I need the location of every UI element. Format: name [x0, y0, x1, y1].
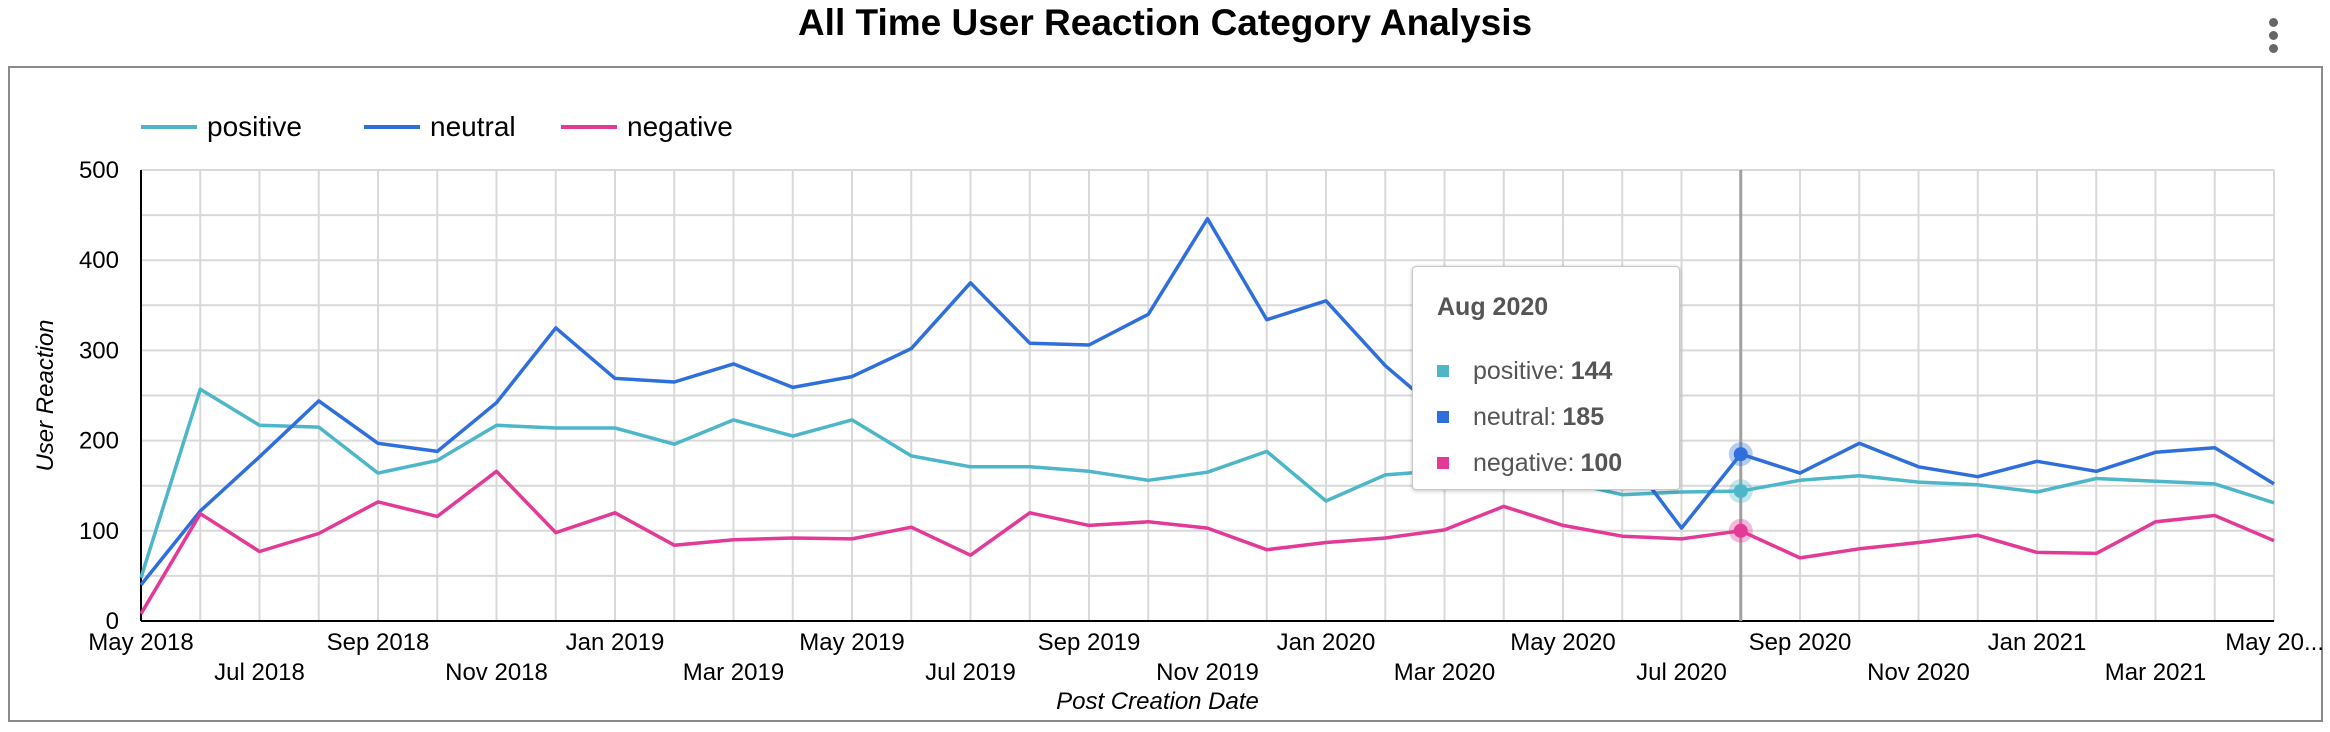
hover-point-neutral — [1733, 447, 1748, 462]
x-tick-label: May 2019 — [799, 629, 904, 656]
hover-point-positive — [1733, 484, 1748, 499]
x-tick-label: May 2020 — [1510, 629, 1615, 656]
series-line-neutral — [139, 216, 2275, 586]
x-tick-label: Jan 2020 — [1277, 629, 1376, 656]
tooltip-label: neutral: — [1473, 402, 1557, 431]
tooltip-value: 100 — [1580, 448, 1623, 477]
y-tick-label: 400 — [79, 247, 119, 274]
chart-title: All Time User Reaction Category Analysis — [797, 2, 1533, 43]
hover-point-negative — [1733, 523, 1748, 538]
x-tick-label: Mar 2021 — [2105, 659, 2206, 686]
x-tick-label: Nov 2018 — [445, 659, 548, 686]
tooltip-label: positive: — [1473, 356, 1565, 385]
tooltip-row-negative: negative: 100 — [1437, 440, 1655, 486]
tooltip-swatch — [1437, 411, 1449, 423]
tooltip-swatch — [1437, 457, 1449, 469]
x-tick-label: Sep 2020 — [1749, 629, 1852, 656]
x-tick-label: Jul 2018 — [214, 659, 305, 686]
legend-label-negative: negative — [627, 111, 733, 142]
x-tick-label: Mar 2019 — [683, 659, 784, 686]
x-tick-label: Jan 2021 — [1988, 629, 2087, 656]
legend-label-neutral: neutral — [430, 111, 516, 142]
x-tick-label: Jul 2019 — [925, 659, 1016, 686]
x-tick-label: Jan 2019 — [566, 629, 665, 656]
legend-label-positive: positive — [207, 111, 302, 142]
x-tick-label: Nov 2020 — [1867, 659, 1970, 686]
y-tick-label: 500 — [79, 157, 119, 184]
x-tick-label: Sep 2019 — [1038, 629, 1141, 656]
menu-dot — [2268, 31, 2278, 40]
more-vert-icon[interactable] — [2266, 18, 2280, 53]
hover-tooltip: Aug 2020 positive: 144 neutral: 185 nega… — [1412, 266, 1680, 490]
series-line-positive — [139, 387, 2275, 579]
tooltip-label: negative: — [1473, 448, 1575, 477]
y-tick-label: 300 — [79, 337, 119, 364]
tooltip-swatch — [1437, 365, 1449, 377]
y-axis-title: User Reaction — [32, 319, 59, 471]
x-tick-label: Jul 2020 — [1636, 659, 1727, 686]
y-tick-label: 100 — [79, 518, 119, 545]
x-tick-label: Mar 2020 — [1394, 659, 1495, 686]
menu-dot — [2268, 44, 2278, 53]
x-tick-label: May 20... — [2225, 629, 2324, 656]
x-tick-label: May 2018 — [88, 629, 193, 656]
series-line-negative — [139, 469, 2275, 615]
menu-dot — [2268, 18, 2278, 27]
tooltip-value: 185 — [1562, 402, 1605, 431]
y-tick-label: 200 — [79, 428, 119, 455]
tooltip-row-neutral: neutral: 185 — [1437, 394, 1655, 440]
tooltip-title: Aug 2020 — [1437, 293, 1549, 321]
tooltip-row-positive: positive: 144 — [1437, 348, 1655, 394]
y-tick-label: 0 — [106, 608, 119, 635]
tooltip-value: 144 — [1570, 356, 1613, 385]
x-tick-label: Sep 2018 — [327, 629, 430, 656]
x-axis-title: Post Creation Date — [1056, 688, 1259, 715]
x-tick-label: Nov 2019 — [1156, 659, 1259, 686]
chart-frame — [8, 66, 2323, 722]
